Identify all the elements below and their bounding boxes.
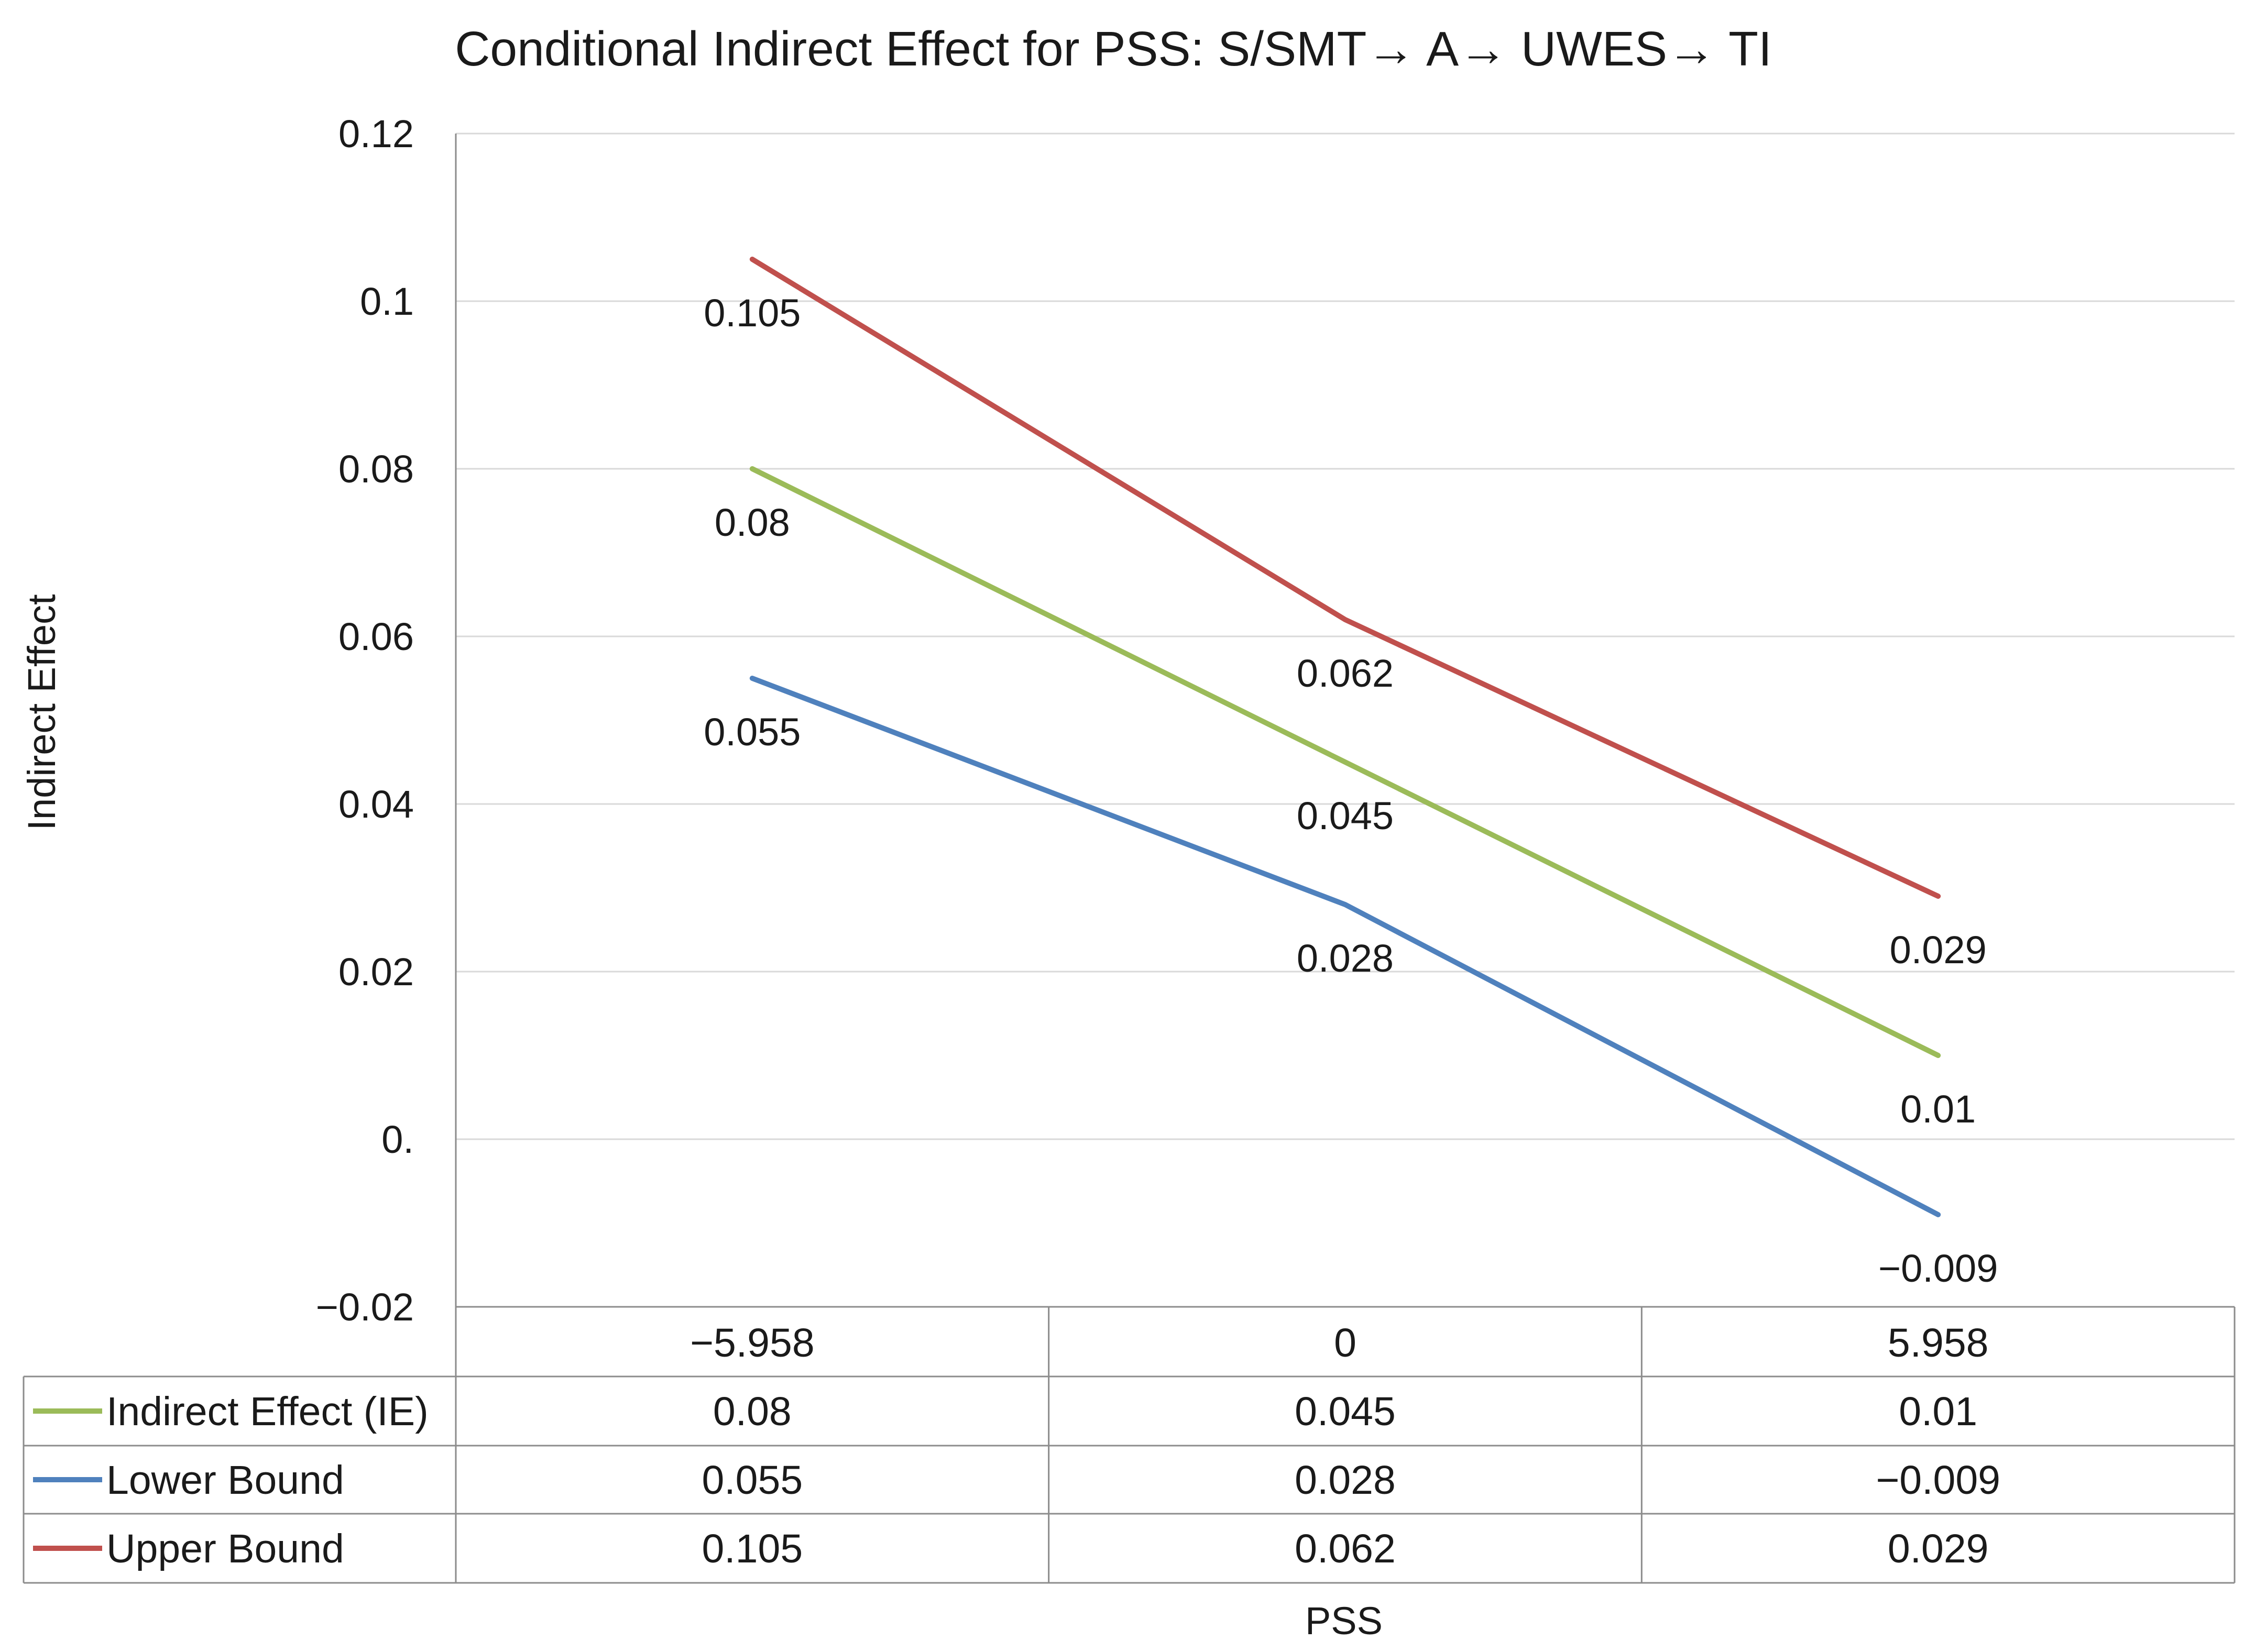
x-category-label: −5.958: [690, 1320, 815, 1365]
y-axis-ticks: 0.12 0.1 0.08 0.06 0.04 0.02 0. −0.02: [316, 112, 414, 1329]
legend-label: Upper Bound: [106, 1526, 344, 1571]
x-axis-title: PSS: [1305, 1599, 1383, 1643]
legend-label: Indirect Effect (IE): [106, 1389, 429, 1434]
data-labels: 0.08 0.045 0.01 0.055 0.028 −0.009 0.105 0.062 0…: [704, 291, 1998, 1290]
legend-label: Lower Bound: [106, 1458, 344, 1503]
y-tick-label: −0.02: [316, 1285, 414, 1329]
series-line: [749, 257, 1941, 899]
y-tick-label: 0.12: [338, 112, 414, 156]
data-label: 0.045: [1297, 794, 1394, 838]
data-label: 0.029: [1890, 928, 1987, 972]
data-label: 0.08: [715, 501, 790, 544]
table-cell: 0.029: [1888, 1526, 1989, 1571]
series-line: [749, 466, 1941, 1058]
x-category-label: 0: [1334, 1320, 1356, 1365]
y-tick-label: 0.06: [338, 615, 414, 658]
table-cell: 0.028: [1295, 1458, 1396, 1503]
series-line: [749, 676, 1941, 1217]
data-label: 0.062: [1297, 652, 1394, 695]
data-label: 0.105: [704, 291, 801, 335]
data-label: −0.009: [1878, 1247, 1998, 1290]
y-axis-title: Indirect Effect: [20, 594, 63, 831]
data-label: 0.055: [704, 710, 801, 754]
table-cell: 0.01: [1899, 1389, 1977, 1434]
y-tick-label: 0.: [381, 1118, 414, 1161]
x-category-label: 5.958: [1888, 1320, 1989, 1365]
data-table: −5.958 0 5.958 Indirect Effect (IE) 0.08 0.04…: [23, 1306, 2236, 1584]
y-tick-label: 0.04: [338, 783, 414, 826]
table-cell: 0.105: [702, 1526, 803, 1571]
chart-title: Conditional Indirect Effect for PSS: S/S…: [455, 21, 1772, 76]
data-label: 0.01: [1900, 1087, 1976, 1131]
series-lines: [749, 257, 1941, 1217]
table-cell: 0.08: [713, 1389, 792, 1434]
table-cell: 0.062: [1295, 1526, 1396, 1571]
y-tick-label: 0.08: [338, 447, 414, 491]
data-label: 0.028: [1297, 937, 1394, 980]
table-cell: 0.045: [1295, 1389, 1396, 1434]
y-tick-label: 0.02: [338, 950, 414, 994]
y-tick-label: 0.1: [360, 280, 414, 323]
table-cell: −0.009: [1876, 1458, 2000, 1503]
table-cell: 0.055: [702, 1458, 803, 1503]
